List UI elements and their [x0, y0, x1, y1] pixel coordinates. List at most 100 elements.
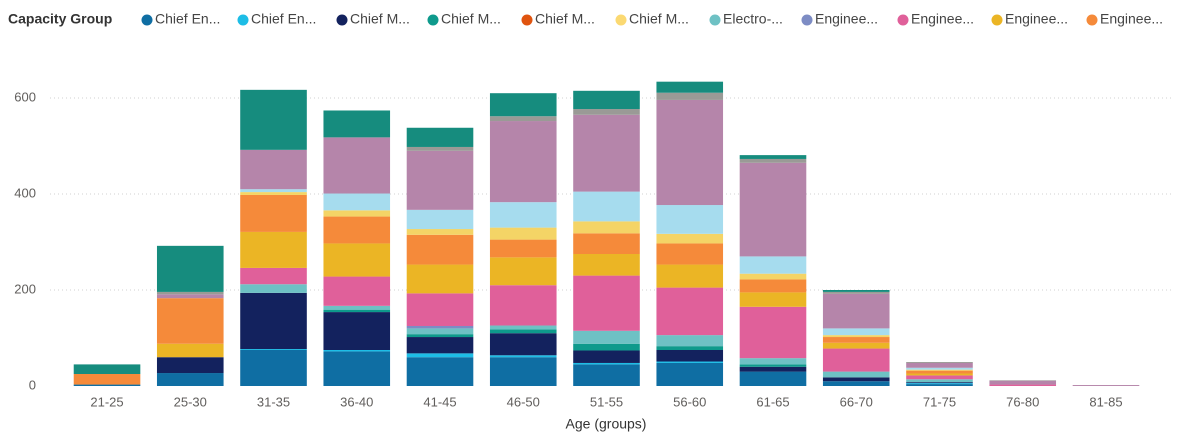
- bar-segment: [573, 233, 640, 254]
- bar-segment: [906, 379, 973, 382]
- x-tick-label: 51-55: [590, 394, 623, 409]
- bar-segment: [490, 93, 557, 116]
- x-axis-title: Age (groups): [566, 416, 647, 432]
- bar-segment: [407, 128, 474, 147]
- bar-segment: [74, 385, 141, 386]
- legend-swatch: [1087, 15, 1098, 26]
- bar-segment: [573, 363, 640, 364]
- bar-segment: [407, 151, 474, 210]
- bar-segment: [74, 364, 141, 374]
- bar-segment: [157, 292, 224, 294]
- bar-segment: [490, 257, 557, 285]
- legend-label: Chief M...: [629, 11, 689, 27]
- bar-segment: [740, 159, 807, 163]
- x-tick-label: 81-85: [1089, 394, 1122, 409]
- bar-segment: [240, 350, 307, 386]
- bar-segment: [323, 351, 390, 386]
- y-tick-label: 600: [14, 89, 36, 104]
- legend-swatch: [898, 15, 909, 26]
- bar-segment: [240, 90, 307, 150]
- bar-segment: [323, 350, 390, 351]
- bar-segment: [490, 333, 557, 355]
- bar-segment: [323, 243, 390, 276]
- bar-segment: [906, 375, 973, 379]
- legend-label: Enginee...: [1100, 11, 1163, 27]
- bar-segment: [240, 349, 307, 350]
- bar-segment: [490, 116, 557, 121]
- bar-segment: [906, 370, 973, 371]
- bar-segment: [656, 363, 723, 386]
- x-tick-label: 56-60: [673, 394, 706, 409]
- bar-segment: [989, 385, 1056, 386]
- bar-segment: [573, 364, 640, 386]
- legend-swatch: [802, 15, 813, 26]
- y-tick-label: 200: [14, 281, 36, 296]
- bar-segment: [490, 228, 557, 240]
- bar-segment: [490, 202, 557, 227]
- legend-label: Electro-...: [723, 11, 783, 27]
- bar-segment: [407, 235, 474, 265]
- legend-label: Chief M...: [535, 11, 595, 27]
- bar-segment: [323, 312, 390, 350]
- bar-segment: [823, 381, 890, 386]
- bar-segment: [323, 194, 390, 211]
- bar-segment: [740, 307, 807, 358]
- bar-segment: [740, 292, 807, 306]
- bar-segment: [157, 246, 224, 292]
- bar-segment: [740, 274, 807, 280]
- legend-label: Enginee...: [911, 11, 974, 27]
- legend-swatch: [992, 15, 1003, 26]
- bar-segment: [823, 292, 890, 294]
- bar-segment: [656, 93, 723, 100]
- bar-segment: [240, 284, 307, 293]
- bar-segment: [240, 192, 307, 195]
- bar-segment: [906, 374, 973, 376]
- x-tick-label: 66-70: [840, 394, 873, 409]
- bar-segment: [906, 368, 973, 370]
- bar-segment: [573, 192, 640, 222]
- bar-segment: [323, 310, 390, 312]
- x-tick-label: 71-75: [923, 394, 956, 409]
- bar-segment: [240, 293, 307, 349]
- bar-segment: [240, 150, 307, 189]
- y-tick-label: 400: [14, 185, 36, 200]
- bar-segment: [656, 100, 723, 205]
- bar-segment: [656, 234, 723, 244]
- legend-swatch: [522, 15, 533, 26]
- bar-segment: [490, 355, 557, 357]
- bar-segment: [573, 109, 640, 115]
- bar-segment: [407, 229, 474, 235]
- bar-segment: [906, 363, 973, 368]
- bar-segment: [573, 350, 640, 362]
- bar-segment: [656, 82, 723, 93]
- bar-segment: [407, 357, 474, 386]
- legend-label: Chief En...: [251, 11, 316, 27]
- bar-segment: [740, 372, 807, 386]
- bar-segment: [656, 265, 723, 288]
- bar-segment: [407, 265, 474, 294]
- bar-segment: [823, 377, 890, 381]
- bar-segment: [240, 268, 307, 284]
- bar-segment: [323, 306, 390, 310]
- x-tick-label: 21-25: [90, 394, 123, 409]
- legend-label: Enginee...: [815, 11, 878, 27]
- legend-swatch: [616, 15, 627, 26]
- bar-segment: [573, 115, 640, 192]
- bar-segment: [656, 362, 723, 363]
- bar-segment: [573, 276, 640, 331]
- legend-label: Chief M...: [350, 11, 410, 27]
- bar-segment: [740, 155, 807, 159]
- bar-segment: [323, 217, 390, 244]
- bar-segment: [74, 374, 141, 385]
- bar-segment: [490, 326, 557, 330]
- x-tick-label: 76-80: [1006, 394, 1039, 409]
- legend-label: Chief En...: [155, 11, 220, 27]
- bar-segment: [240, 189, 307, 192]
- bar-segment: [740, 279, 807, 292]
- bar-segment: [740, 367, 807, 372]
- bar-segment: [823, 328, 890, 335]
- bar-segment: [823, 343, 890, 349]
- bar-segment: [407, 326, 474, 328]
- bar-segment: [656, 350, 723, 362]
